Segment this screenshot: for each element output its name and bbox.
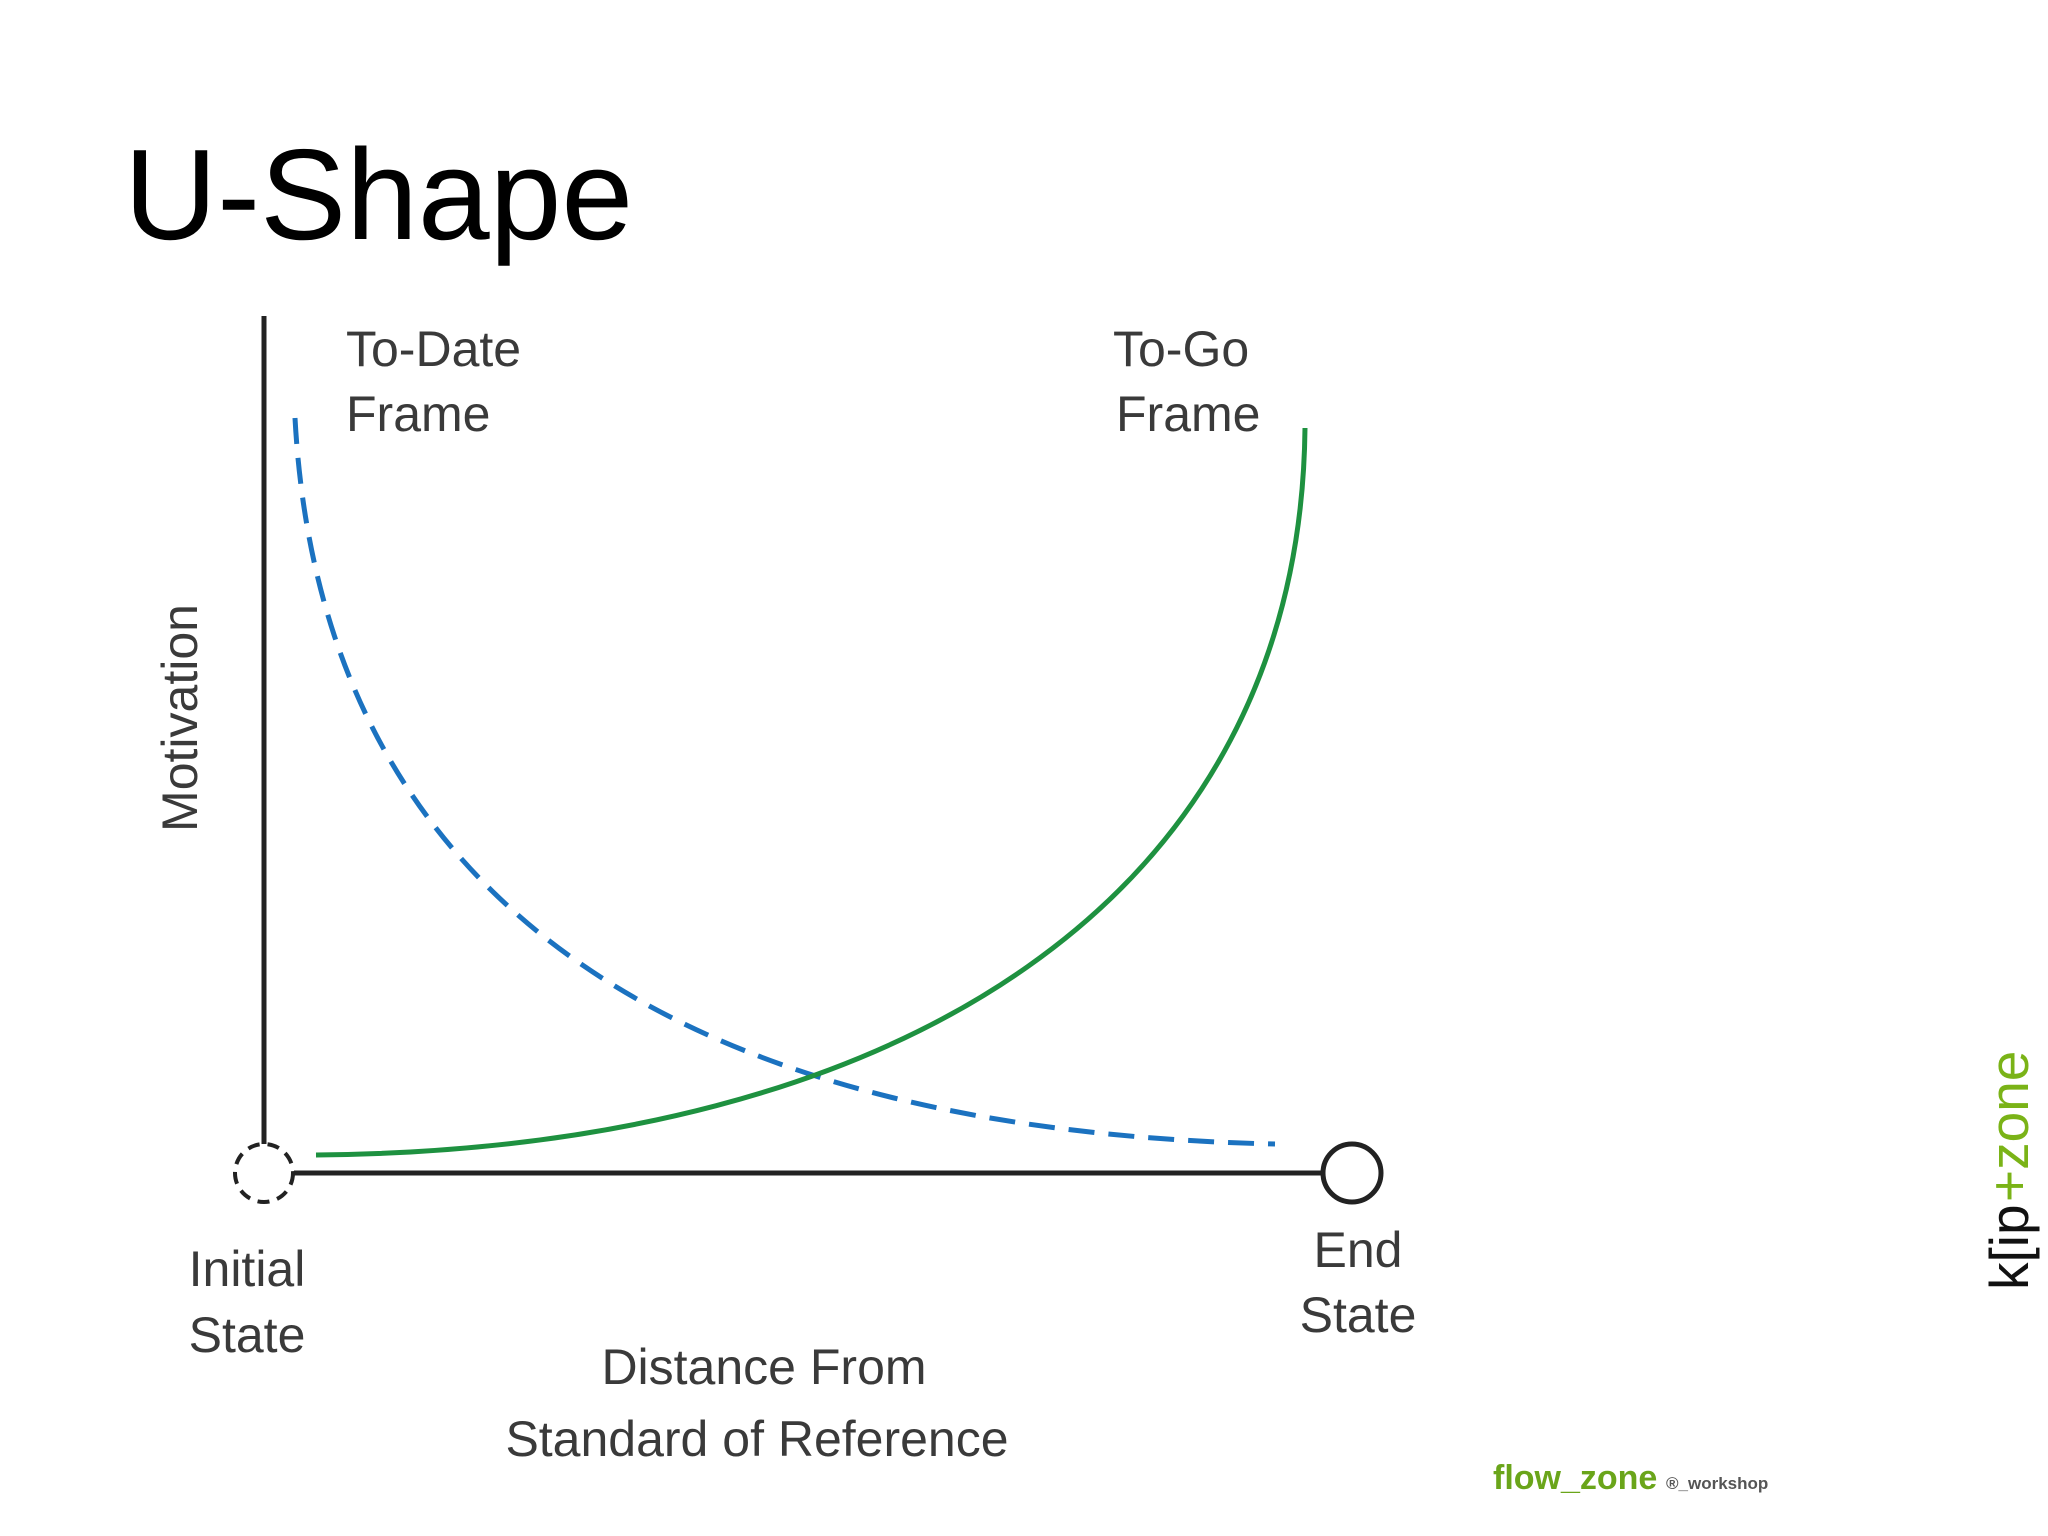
to-go-curve: [315, 427, 1308, 1158]
end-state-marker: [1320, 1141, 1384, 1205]
to-date-label: Frame: [346, 386, 490, 442]
slide-title: U-Shape: [124, 123, 633, 267]
to-date-label: To-Date: [346, 321, 521, 377]
initial-state-marker: [233, 1142, 295, 1204]
side-logo-dark: k[ip: [1978, 1204, 2040, 1290]
y-axis-label: Motivation: [152, 604, 208, 832]
end-label: State: [1300, 1287, 1417, 1343]
x-axis-label: Distance From: [601, 1339, 926, 1395]
start-label: Initial: [189, 1241, 306, 1297]
to-go-label: Frame: [1116, 386, 1260, 442]
x-axis-label: Standard of Reference: [505, 1411, 1008, 1467]
brand-suffix: ®_workshop: [1666, 1474, 1768, 1493]
side-logo-green: +zone: [1978, 1051, 2040, 1202]
start-label: State: [189, 1307, 306, 1363]
side-logo: k[ip +zone: [1978, 1051, 2040, 1290]
to-go-label: To-Go: [1113, 321, 1249, 377]
to-date-curve: [292, 417, 1276, 1147]
brand: flow_zone: [1493, 1459, 1657, 1497]
end-label: End: [1314, 1222, 1403, 1278]
